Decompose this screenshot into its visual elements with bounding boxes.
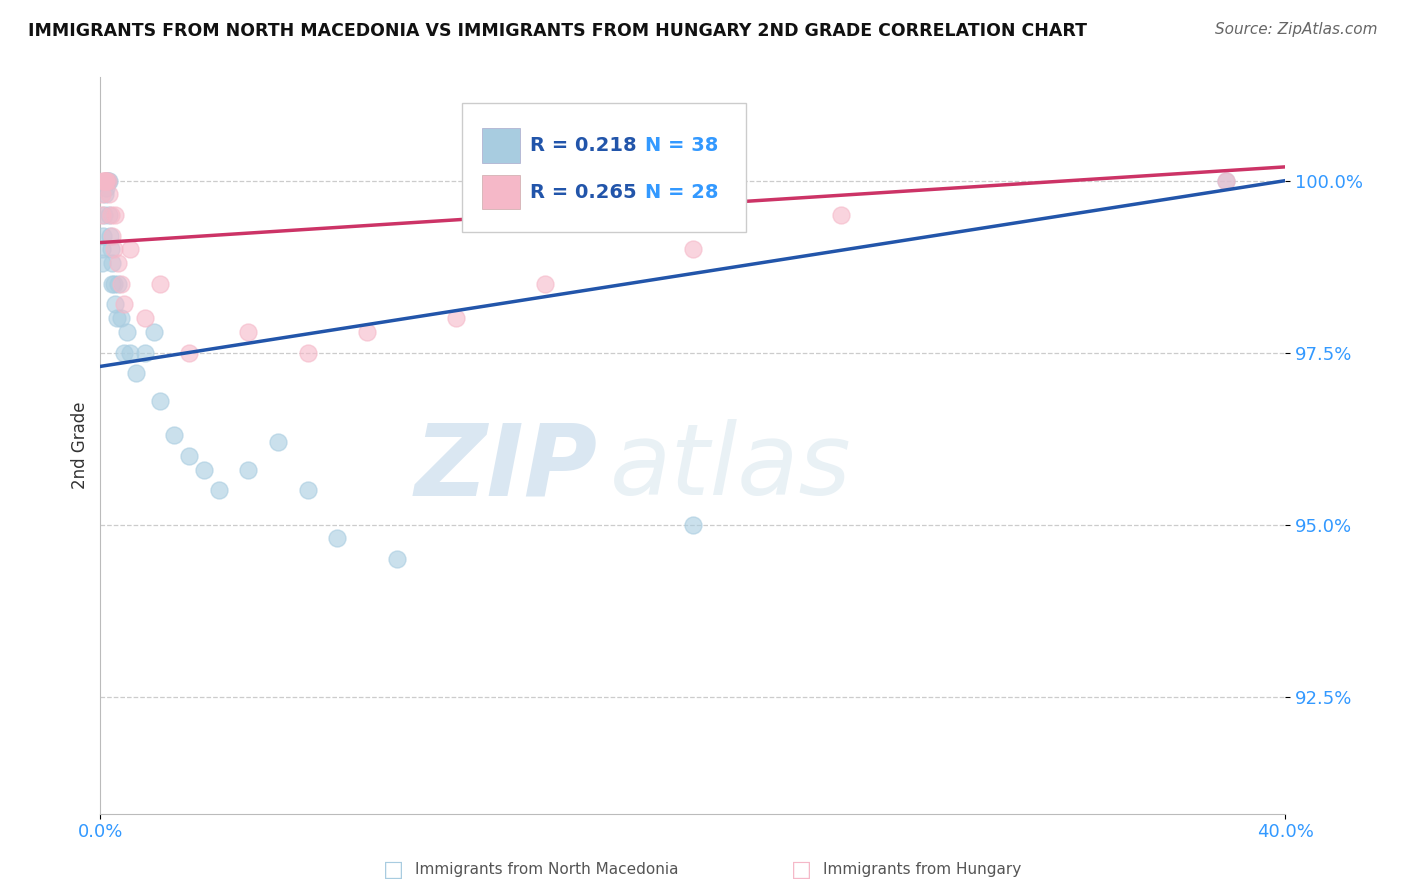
Point [93,174,115,188]
Point [104,297,127,311]
Text: R = 0.265: R = 0.265 [530,183,637,202]
Text: R = 0.218: R = 0.218 [530,136,637,154]
Point [90,208,112,222]
Point [96,174,118,188]
Point [98,228,121,243]
Point [444,311,467,326]
Point [91,187,114,202]
Point [142,325,165,339]
Point [533,277,555,291]
Point [112,297,135,311]
Text: N = 38: N = 38 [645,136,718,154]
Text: atlas: atlas [610,419,852,516]
Point [100,243,122,257]
Point [97,174,120,188]
Point [238,325,260,339]
Point [107,277,129,291]
Point [105,311,128,326]
Point [94,174,117,188]
Point [134,311,156,326]
Point [179,449,201,463]
Point [97,174,120,188]
Point [110,277,132,291]
Text: □: □ [792,860,811,880]
Point [96,174,118,188]
Point [90,256,112,270]
Point [100,208,122,222]
Point [103,277,125,291]
FancyBboxPatch shape [461,103,747,232]
Point [356,325,378,339]
Point [93,208,115,222]
Point [1215,174,1237,188]
Point [91,174,114,188]
Point [238,462,260,476]
Point [326,532,349,546]
Point [149,277,172,291]
Point [179,345,201,359]
Point [107,256,129,270]
Point [101,228,124,243]
Point [682,517,704,532]
Point [118,243,141,257]
FancyBboxPatch shape [482,128,520,163]
Text: Immigrants from North Macedonia: Immigrants from North Macedonia [415,863,678,877]
Point [1215,174,1237,188]
Text: IMMIGRANTS FROM NORTH MACEDONIA VS IMMIGRANTS FROM HUNGARY 2ND GRADE CORRELATION: IMMIGRANTS FROM NORTH MACEDONIA VS IMMIG… [28,22,1087,40]
Point [297,483,319,498]
Point [830,208,852,222]
Point [94,180,117,194]
Point [134,345,156,359]
Point [100,277,122,291]
Point [98,208,121,222]
Point [104,208,127,222]
Y-axis label: 2nd Grade: 2nd Grade [72,401,89,490]
Point [208,483,231,498]
Point [98,187,121,202]
Point [385,552,408,566]
Point [112,345,135,359]
Point [94,174,117,188]
Point [682,243,704,257]
Point [297,345,319,359]
Point [101,256,124,270]
Point [125,366,148,380]
Point [91,228,114,243]
Point [193,462,215,476]
Point [97,174,120,188]
FancyBboxPatch shape [482,175,520,210]
Text: Immigrants from Hungary: Immigrants from Hungary [823,863,1021,877]
Point [91,243,114,257]
Point [96,174,118,188]
Point [163,428,186,442]
Text: N = 28: N = 28 [645,183,718,202]
Text: ZIP: ZIP [415,419,598,516]
Point [118,345,141,359]
Point [103,243,125,257]
Text: Source: ZipAtlas.com: Source: ZipAtlas.com [1215,22,1378,37]
Point [110,311,132,326]
Text: □: □ [384,860,404,880]
Point [267,435,290,450]
Point [149,393,172,408]
Point [94,187,117,202]
Point [115,325,138,339]
